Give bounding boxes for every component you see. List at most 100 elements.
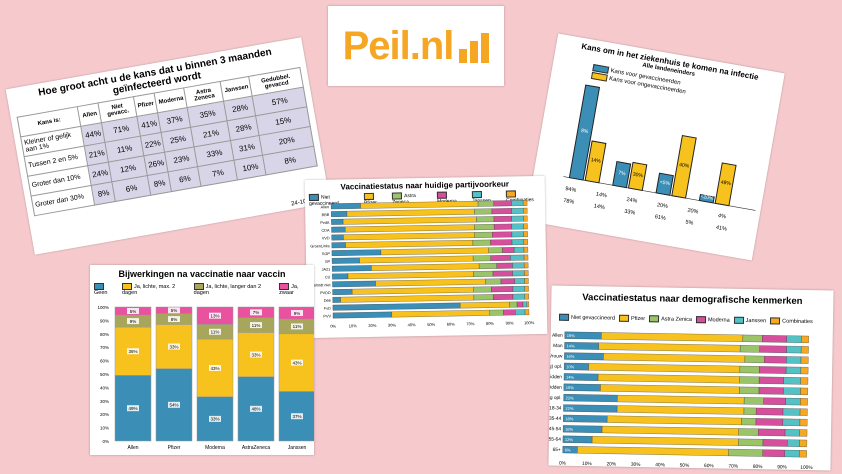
bar-segment	[523, 223, 528, 230]
side-effects-chart-svg: 0% 10% 20% 30% 40% 50% 60% 70% 80% 90% 100% 49% 36% 9…	[97, 305, 314, 451]
table-cell: 33%	[624, 209, 636, 217]
bar-segment	[786, 335, 802, 343]
bar-label: 7%	[618, 170, 627, 177]
bar-segment	[472, 255, 491, 262]
label-box	[291, 310, 303, 317]
table-cell: 14%	[593, 203, 605, 211]
side-effects-chart-title: Bijwerkingen na vaccinatie naar vaccin	[118, 269, 286, 279]
bar-segment	[478, 263, 498, 270]
category-label: BBB	[322, 213, 330, 217]
bar-segment	[510, 254, 525, 261]
bar-label: 14%	[566, 343, 575, 348]
table-cell: 94%	[565, 186, 577, 194]
bar-segment	[512, 293, 525, 300]
x-tick-label: 0%	[330, 324, 336, 329]
bar-label: 11%	[211, 330, 220, 335]
bar-segment	[741, 417, 757, 426]
bar-segment	[755, 418, 784, 426]
bar-segment	[758, 428, 786, 437]
bar-label: 6%	[565, 447, 571, 452]
bar-segment	[591, 436, 739, 446]
bar-label: 30%	[632, 172, 643, 180]
bar-ongevaccineerd	[671, 135, 697, 199]
bar-label: 40%	[679, 162, 690, 170]
bar-label: 43%	[292, 360, 301, 365]
label-box	[291, 359, 303, 366]
bar-segment	[522, 301, 528, 308]
bar-segment	[616, 405, 745, 415]
bar-segment	[742, 334, 763, 343]
table-cell: 14%	[595, 191, 607, 199]
x-tick-label: 90%	[777, 464, 787, 470]
x-tick-label: 50%	[680, 463, 690, 469]
bar-segment	[759, 345, 787, 354]
bar-segment	[577, 446, 729, 457]
bar-segment	[601, 425, 739, 436]
bar-label: 13%	[210, 314, 219, 319]
bar-segment	[785, 366, 802, 375]
category-label: Midden	[548, 384, 562, 390]
bar-segment	[492, 270, 513, 277]
bar-label: 48%	[251, 407, 260, 412]
party-chart-svg: Allen BBB PvdA CDA VVD GroenLinks SGP SP JA21 CU W…	[310, 200, 535, 329]
bar-segment	[500, 278, 515, 285]
bar-segment	[332, 302, 461, 311]
bar-segment	[764, 355, 787, 364]
category-label: 18-34	[549, 405, 562, 411]
y-tick-label: 30%	[100, 399, 109, 404]
category-label: Allen	[127, 445, 138, 451]
bar-segment	[511, 207, 524, 214]
y-tick-label: 60%	[100, 359, 109, 364]
bar-segment	[331, 211, 348, 217]
category-label: 65+	[553, 447, 561, 453]
bar-segment	[345, 240, 474, 248]
bar-segment	[493, 223, 513, 230]
table-cell: 10%	[234, 155, 267, 180]
bar-segment	[800, 387, 808, 395]
bar-segment	[744, 355, 765, 364]
x-tick-label: 80%	[753, 464, 763, 470]
x-tick-label: 0%	[559, 461, 567, 467]
label-box	[291, 323, 303, 330]
category-label: JA21	[322, 268, 331, 272]
bar-segment	[351, 286, 474, 295]
bar-label: 7%	[253, 310, 260, 315]
label-box	[250, 351, 262, 358]
bar-segment	[782, 418, 801, 427]
bar-segment	[473, 286, 492, 293]
bar-segment	[330, 202, 361, 210]
table-cell: 20%	[656, 202, 668, 210]
table-cell: 5%	[685, 219, 694, 226]
bar-segment	[758, 387, 784, 395]
bar-segment	[799, 429, 808, 437]
bar-segment	[488, 247, 503, 254]
bar-segment	[783, 387, 801, 395]
x-tick-label: 40%	[655, 462, 665, 468]
label-box	[209, 312, 221, 319]
bar-label: 33%	[251, 352, 260, 357]
bar-segment	[523, 207, 528, 214]
bar-segment	[375, 278, 486, 287]
bar-segment	[331, 249, 382, 256]
logo-text: Peil.nl	[342, 23, 455, 68]
category-label: Vrouw	[549, 353, 563, 359]
category-label: Wordt niet	[313, 283, 331, 287]
label-box	[127, 348, 139, 355]
bar-segment	[493, 293, 514, 300]
bar-segment	[743, 397, 764, 405]
category-label: VVD	[322, 236, 330, 240]
y-tick-label: 20%	[100, 412, 109, 417]
category-label: FvD	[324, 307, 331, 311]
category-label: 45-54	[549, 426, 562, 432]
bar-label: 48%	[720, 180, 731, 188]
category-label: CDA	[321, 229, 330, 233]
bar-label: 15%	[566, 385, 575, 390]
bar-segment	[516, 301, 524, 308]
bar-segment	[473, 270, 494, 277]
table-cell: 6%	[168, 166, 202, 192]
category-label: PVV	[323, 314, 331, 318]
bar-segment	[491, 208, 512, 215]
label-box	[168, 307, 180, 314]
bar-segment	[513, 246, 525, 253]
bar-segment	[509, 301, 518, 308]
